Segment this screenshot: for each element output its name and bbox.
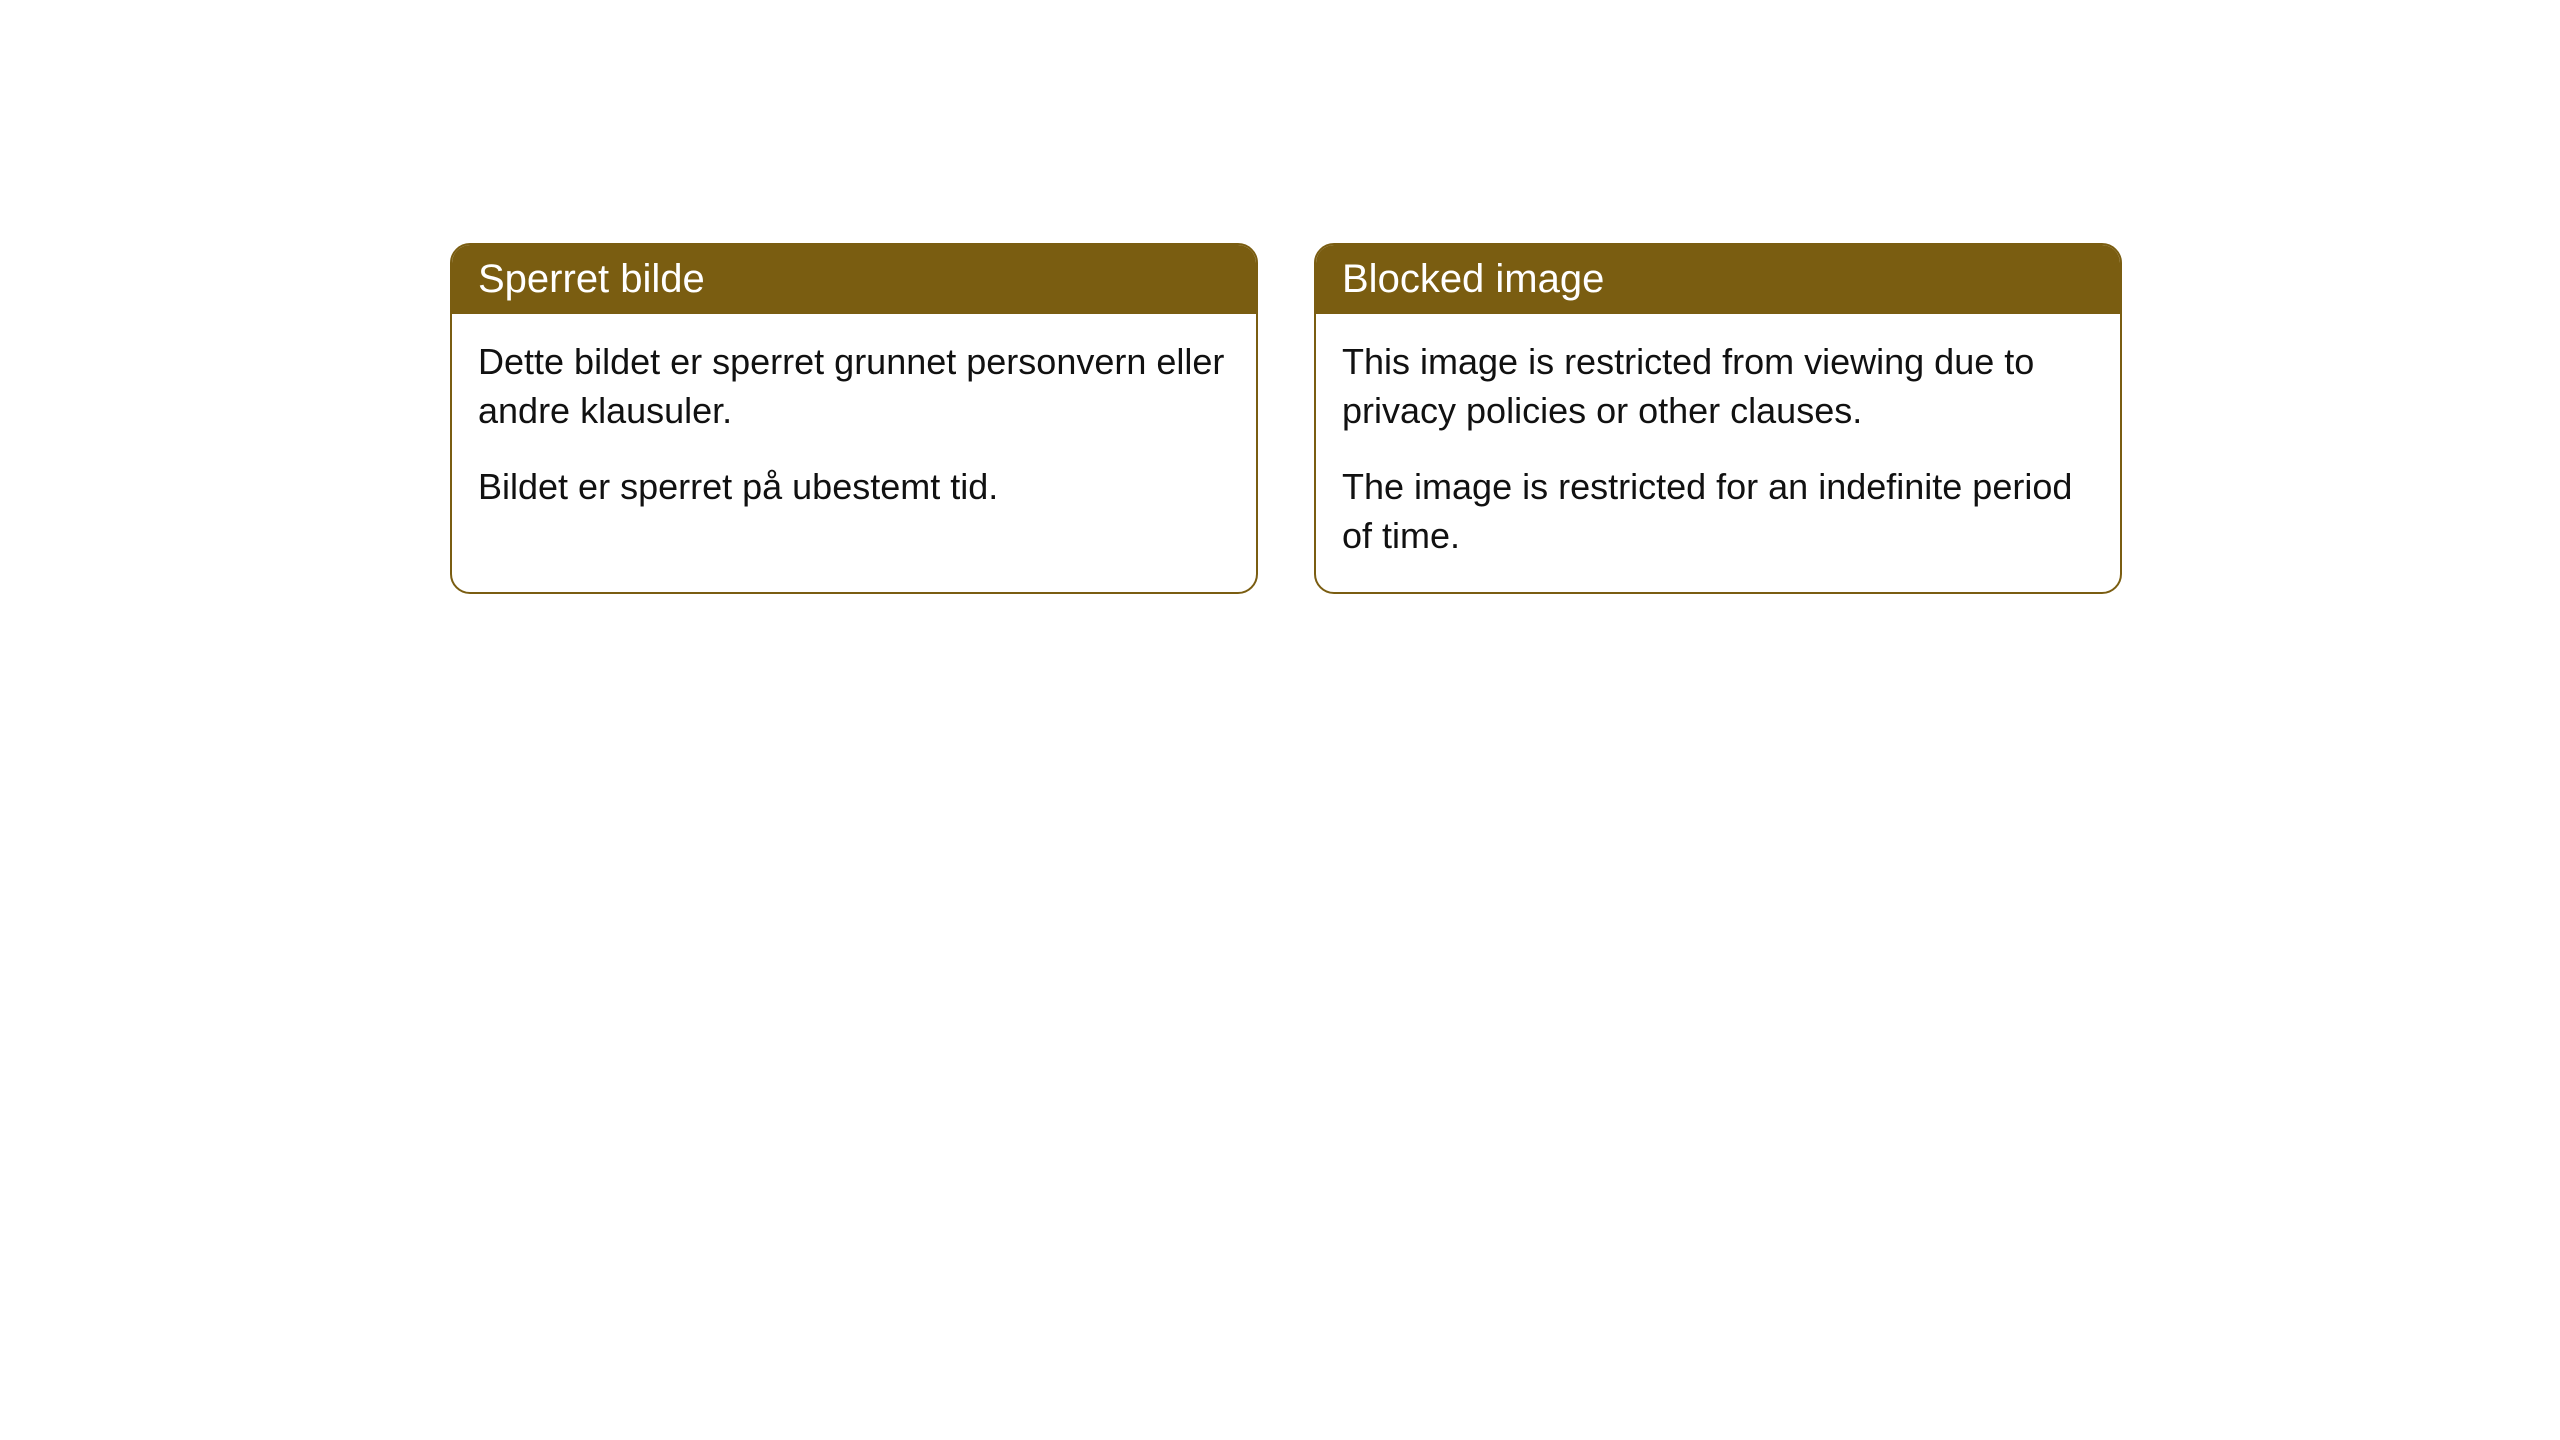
cards-container: Sperret bilde Dette bildet er sperret gr… (0, 0, 2560, 594)
card-paragraph-2-norwegian: Bildet er sperret på ubestemt tid. (478, 463, 1230, 512)
card-paragraph-1-norwegian: Dette bildet er sperret grunnet personve… (478, 338, 1230, 435)
card-header-english: Blocked image (1316, 245, 2120, 314)
card-paragraph-2-english: The image is restricted for an indefinit… (1342, 463, 2094, 560)
card-body-english: This image is restricted from viewing du… (1316, 314, 2120, 592)
card-header-norwegian: Sperret bilde (452, 245, 1256, 314)
card-body-norwegian: Dette bildet er sperret grunnet personve… (452, 314, 1256, 544)
card-title-english: Blocked image (1342, 257, 1604, 301)
card-norwegian: Sperret bilde Dette bildet er sperret gr… (450, 243, 1258, 594)
card-paragraph-1-english: This image is restricted from viewing du… (1342, 338, 2094, 435)
card-english: Blocked image This image is restricted f… (1314, 243, 2122, 594)
card-title-norwegian: Sperret bilde (478, 257, 705, 301)
